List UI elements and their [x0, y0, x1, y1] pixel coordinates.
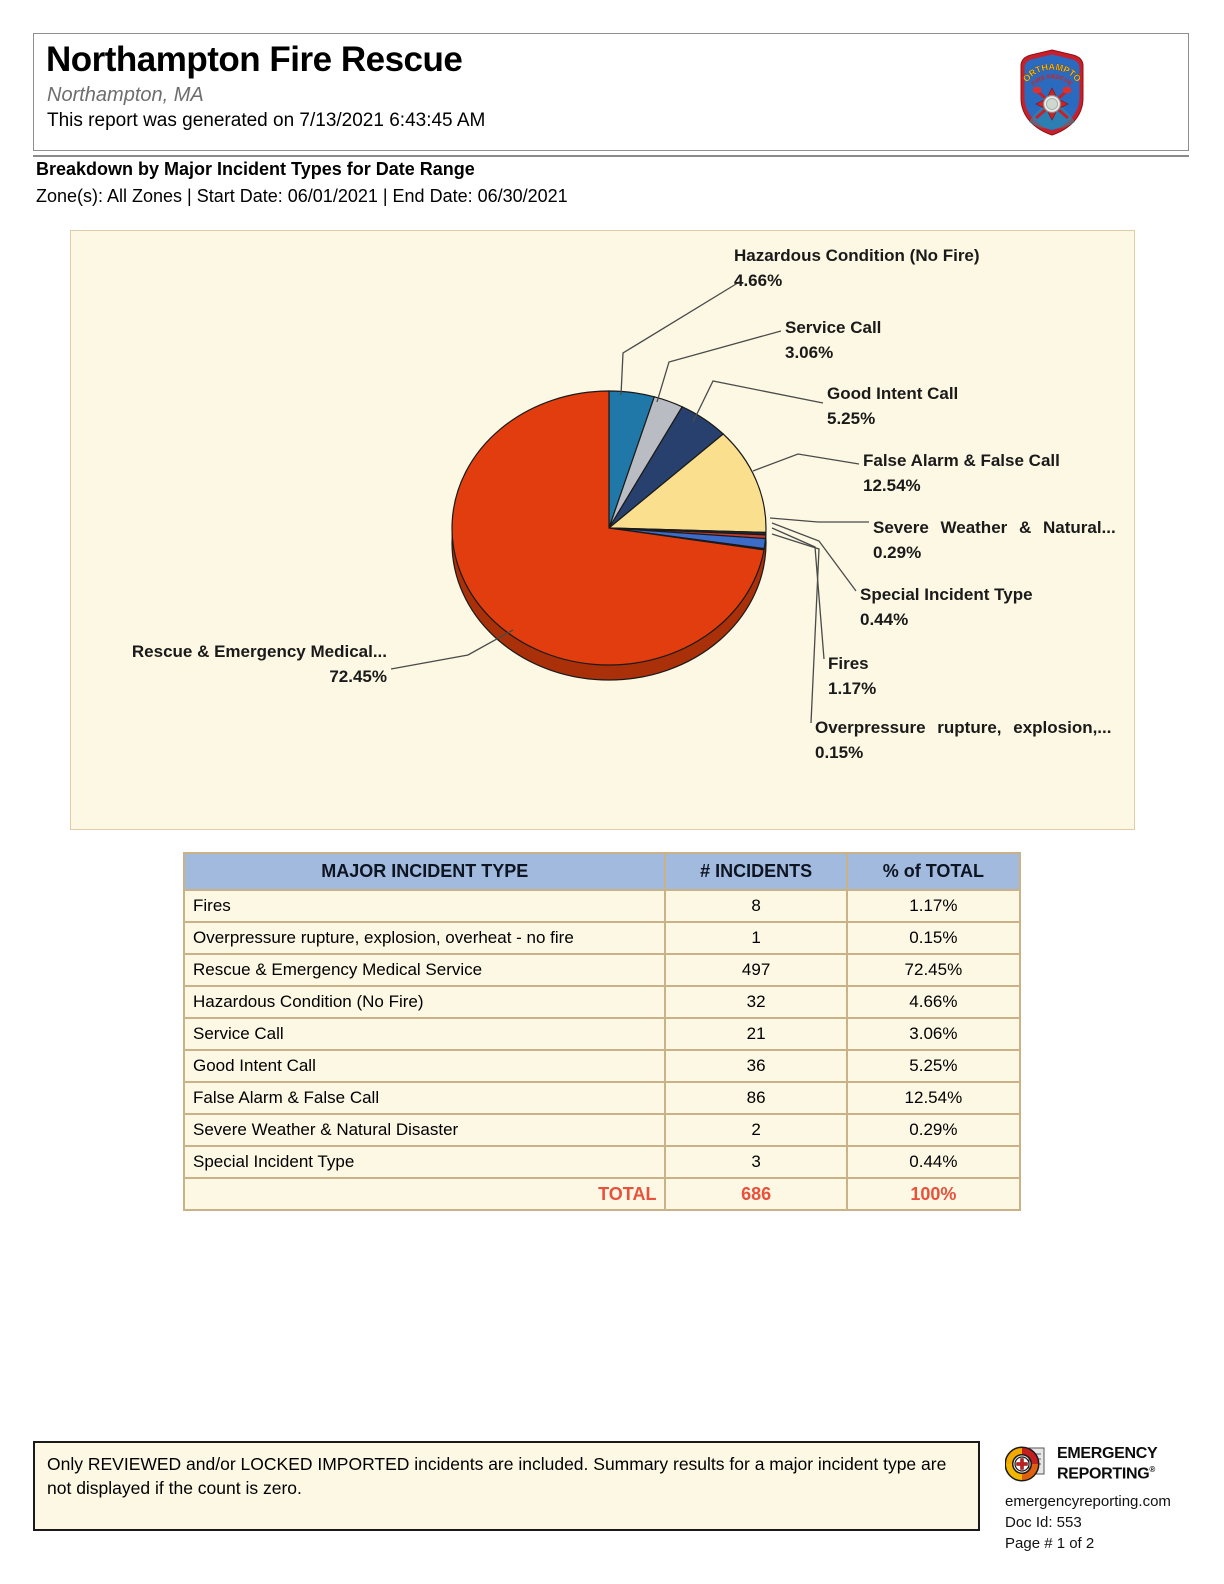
table-row: Good Intent Call 36 5.25%: [182, 1049, 1022, 1083]
incident-count-cell: 86: [664, 1081, 848, 1115]
table-row: Hazardous Condition (No Fire) 32 4.66%: [182, 985, 1022, 1019]
page-number: Page # 1 of 2: [1005, 1535, 1095, 1552]
table-row: Severe Weather & Natural Disaster 2 0.29%: [182, 1113, 1022, 1147]
table-row: Special Incident Type 3 0.44%: [182, 1145, 1022, 1179]
incident-count-cell: 2: [664, 1113, 848, 1147]
incident-pct-cell: 4.66%: [845, 985, 1022, 1019]
column-header-incident-type: MAJOR INCIDENT TYPE: [182, 852, 667, 891]
pie-label-special-incident: Special Incident Type 0.44%: [860, 585, 1033, 629]
incident-count-cell: 21: [664, 1017, 848, 1051]
registered-mark: ®: [1149, 1464, 1156, 1474]
incident-count-cell: 36: [664, 1049, 848, 1083]
incident-pct-cell: 0.29%: [845, 1113, 1022, 1147]
pie-slice-3: [607, 433, 767, 534]
incident-type-cell: Fires: [182, 889, 667, 923]
callout-line-rescue: [390, 629, 514, 670]
report-filters: Zone(s): All Zones | Start Date: 06/01/2…: [36, 186, 568, 206]
table-row: Service Call 21 3.06%: [182, 1017, 1022, 1051]
emergency-reporting-wordmark: EMERGENCY REPORTING®: [1057, 1444, 1158, 1483]
incident-count-cell: 1: [664, 921, 848, 955]
pie-label-fires: Fires 1.17%: [828, 654, 877, 698]
incident-type-cell: False Alarm & False Call: [182, 1081, 667, 1115]
incident-pct-cell: 5.25%: [845, 1049, 1022, 1083]
total-incidents: 686: [664, 1177, 848, 1211]
table-row: Fires 8 1.17%: [182, 889, 1022, 923]
table-row: Overpressure rupture, explosion, overhea…: [182, 921, 1022, 955]
pie-chart: [390, 280, 869, 724]
column-header-incidents: # INCIDENTS: [664, 852, 848, 891]
pie-slice-8: [451, 390, 765, 666]
pie-callout-lines: [390, 280, 869, 724]
total-pct: 100%: [845, 1177, 1022, 1211]
badge-maltese-cross-icon: [1035, 87, 1069, 121]
incident-count-cell: 3: [664, 1145, 848, 1179]
pie-label-service: Service Call 3.06%: [785, 318, 882, 362]
table-total-row: TOTAL 686 100%: [182, 1177, 1022, 1211]
table-header-row: MAJOR INCIDENT TYPE # INCIDENTS % of TOT…: [182, 852, 1022, 891]
pie-label-rescue: Rescue & Emergency Medical... 72.45%: [131, 642, 387, 686]
incident-pct-cell: 3.06%: [845, 1017, 1022, 1051]
incident-pct-cell: 0.44%: [845, 1145, 1022, 1179]
emergency-reporting-logo-icon: [1005, 1446, 1045, 1482]
table-row: False Alarm & False Call 86 12.54%: [182, 1081, 1022, 1115]
pie-label-severe-weather: Severe Weather & Natural... 0.29%: [873, 518, 1116, 562]
header-divider: [33, 155, 1189, 157]
report-footnote: Only REVIEWED and/or LOCKED IMPORTED inc…: [33, 1441, 980, 1531]
incident-type-cell: Overpressure rupture, explosion, overhea…: [182, 921, 667, 955]
callout-line-hazardous: [620, 280, 742, 396]
report-header: Northampton Fire Rescue Northampton, MA …: [33, 33, 1189, 151]
callout-line-severe-weather: [769, 517, 869, 523]
pie-label-false-alarm: False Alarm & False Call 12.54%: [863, 451, 1060, 495]
report-heading: Breakdown by Major Incident Types for Da…: [36, 159, 475, 179]
incident-type-cell: Service Call: [182, 1017, 667, 1051]
doc-id: Doc Id: 553: [1005, 1514, 1082, 1531]
generated-timestamp: This report was generated on 7/13/2021 6…: [47, 110, 486, 131]
incident-type-cell: Severe Weather & Natural Disaster: [182, 1113, 667, 1147]
incident-type-cell: Hazardous Condition (No Fire): [182, 985, 667, 1019]
incident-type-cell: Good Intent Call: [182, 1049, 667, 1083]
incident-type-cell: Special Incident Type: [182, 1145, 667, 1179]
incident-pct-cell: 1.17%: [845, 889, 1022, 923]
incident-pct-cell: 12.54%: [845, 1081, 1022, 1115]
callout-line-special-incident: [771, 522, 857, 592]
incident-pct-cell: 72.45%: [845, 953, 1022, 987]
pie-label-overpressure: Overpressure rupture, explosion,... 0.15…: [815, 718, 1112, 762]
callout-line-overpressure: [771, 533, 820, 724]
page-title: Northampton Fire Rescue: [46, 40, 463, 79]
pie-label-good-intent: Good Intent Call 5.25%: [827, 384, 959, 428]
incident-type-cell: Rescue & Emergency Medical Service: [182, 953, 667, 987]
callout-line-service: [656, 330, 782, 403]
callout-line-false-alarm: [752, 453, 860, 472]
department-location: Northampton, MA: [47, 84, 204, 106]
column-header-pct-total: % of TOTAL: [845, 852, 1022, 891]
incident-pct-cell: 0.15%: [845, 921, 1022, 955]
pie-chart-panel: Hazardous Condition (No Fire) 4.66% Serv…: [70, 230, 1135, 830]
total-label: TOTAL: [182, 1177, 667, 1211]
pie-label-hazardous: Hazardous Condition (No Fire) 4.66%: [734, 246, 980, 290]
emergency-reporting-brand: EMERGENCY REPORTING® emergencyreporting.…: [1005, 1443, 1205, 1554]
callout-line-good-intent: [692, 380, 824, 423]
fire-department-badge-icon: NORTHAMPTON FIRE RESCUE: [1016, 48, 1084, 136]
incident-count-cell: 497: [664, 953, 848, 987]
brand-website: emergencyreporting.com: [1005, 1493, 1171, 1510]
incident-summary-table: MAJOR INCIDENT TYPE # INCIDENTS % of TOT…: [182, 852, 1022, 1211]
incident-count-cell: 8: [664, 889, 848, 923]
callout-line-fires: [771, 527, 825, 660]
incident-count-cell: 32: [664, 985, 848, 1019]
table-row: Rescue & Emergency Medical Service 497 72.…: [182, 953, 1022, 987]
